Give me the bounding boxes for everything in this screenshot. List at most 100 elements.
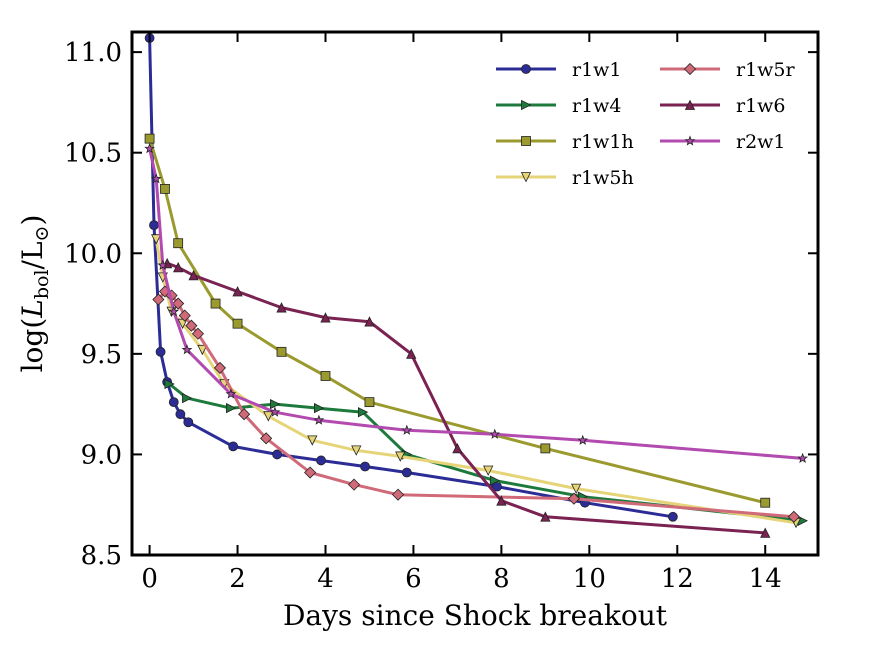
data-point — [360, 461, 370, 472]
series-line — [168, 382, 803, 523]
y-label-prefix: log( — [16, 318, 49, 373]
data-point — [760, 527, 771, 538]
x-tick-label: 10 — [573, 564, 606, 594]
data-point — [406, 348, 417, 359]
data-point — [364, 316, 375, 327]
data-point — [320, 312, 331, 323]
x-tick-label: 8 — [493, 564, 510, 594]
series-r1w1h — [144, 133, 771, 508]
data-point — [225, 388, 237, 399]
data-point — [181, 344, 193, 355]
data-point — [307, 435, 318, 446]
data-point — [489, 475, 501, 486]
legend-entry-r2w1: r2w1 — [660, 131, 786, 153]
data-point — [188, 270, 199, 281]
data-point — [152, 293, 165, 306]
series-line — [148, 148, 803, 460]
data-point — [570, 483, 582, 495]
data-point — [144, 133, 155, 144]
data-point — [489, 428, 501, 439]
data-point — [567, 492, 581, 505]
data-point — [348, 478, 361, 491]
data-point — [238, 408, 251, 421]
y-tick-label: 10.0 — [64, 239, 122, 269]
legend-entry-r1w6: r1w6 — [660, 95, 786, 117]
y-label-var: L — [16, 299, 49, 319]
data-point — [173, 238, 184, 249]
data-point — [175, 409, 186, 420]
data-point — [401, 467, 412, 478]
data-point — [797, 452, 808, 464]
data-point — [144, 143, 155, 154]
data-point — [270, 398, 281, 410]
data-point — [684, 135, 696, 146]
x-tick-label: 4 — [317, 564, 334, 594]
data-point — [197, 344, 208, 356]
x-tick-label: 6 — [405, 564, 422, 594]
legend-label: r1w4 — [572, 95, 622, 117]
data-point — [683, 62, 697, 76]
legend-label: r2w1 — [736, 131, 786, 153]
y-tick-label: 9.5 — [81, 340, 122, 370]
data-point — [483, 465, 494, 476]
legend-label: r1w5r — [736, 59, 796, 81]
y-tick-label: 9.0 — [81, 440, 122, 470]
data-point — [149, 220, 159, 231]
y-label-suffix: ) — [16, 215, 49, 226]
data-point — [313, 403, 325, 414]
data-point — [521, 136, 531, 146]
data-point — [684, 99, 696, 110]
data-point — [540, 443, 551, 454]
data-point — [178, 309, 191, 322]
data-point — [276, 302, 287, 313]
y-label-mid: /L — [16, 241, 49, 269]
data-point — [164, 378, 175, 390]
data-point — [191, 327, 205, 340]
legend-label: r1w5h — [572, 167, 634, 189]
data-point — [357, 407, 369, 418]
series-layer — [144, 33, 809, 538]
data-point — [210, 298, 221, 309]
plot-frame — [130, 30, 820, 557]
data-point — [150, 173, 162, 184]
legend-entry-r1w5r: r1w5r — [660, 59, 796, 81]
data-point — [157, 259, 169, 270]
data-point — [172, 297, 185, 310]
data-point — [260, 432, 273, 445]
ticks-layer: 0 2 4 6 8 10 12 14 8.5 9.0 9.5 10.0 10.5 11.0 — [64, 32, 818, 594]
legend-label: r1w6 — [736, 95, 786, 117]
data-point — [269, 406, 281, 417]
data-point — [151, 234, 162, 245]
data-point — [232, 286, 243, 297]
data-point — [168, 397, 179, 408]
x-tick-label: 14 — [749, 564, 782, 594]
data-point — [351, 445, 362, 456]
data-point — [787, 510, 800, 523]
legend-entry-r1w5h: r1w5h — [496, 167, 634, 189]
data-point — [320, 371, 331, 381]
series-r2w1 — [144, 143, 808, 464]
data-point — [173, 261, 184, 273]
y-axis-label: log(Lbol/L⊙) — [16, 215, 53, 373]
data-point — [452, 442, 463, 454]
data-point — [395, 451, 406, 462]
y-tick-label: 11.0 — [64, 38, 122, 68]
series-line — [148, 138, 766, 505]
legend: r1w1 r1w4 r1w1h r1w5h r1w5r r1w6 r2w1 — [496, 59, 796, 189]
y-tick-label: 10.5 — [64, 139, 122, 169]
x-tick-label: 0 — [141, 564, 158, 594]
data-point — [276, 346, 287, 357]
x-tick-label: 12 — [661, 564, 694, 594]
data-point — [263, 411, 274, 422]
data-point — [520, 172, 532, 183]
series-line — [166, 261, 766, 535]
legend-label: r1w1 — [572, 59, 622, 81]
legend-entry-r1w4: r1w4 — [496, 95, 622, 117]
series-r1w6 — [162, 257, 771, 538]
data-point — [316, 455, 326, 466]
data-point — [577, 434, 589, 445]
data-point — [155, 346, 166, 357]
data-point — [183, 417, 194, 428]
series-line — [154, 238, 797, 525]
legend-entry-r1w1: r1w1 — [496, 59, 622, 81]
